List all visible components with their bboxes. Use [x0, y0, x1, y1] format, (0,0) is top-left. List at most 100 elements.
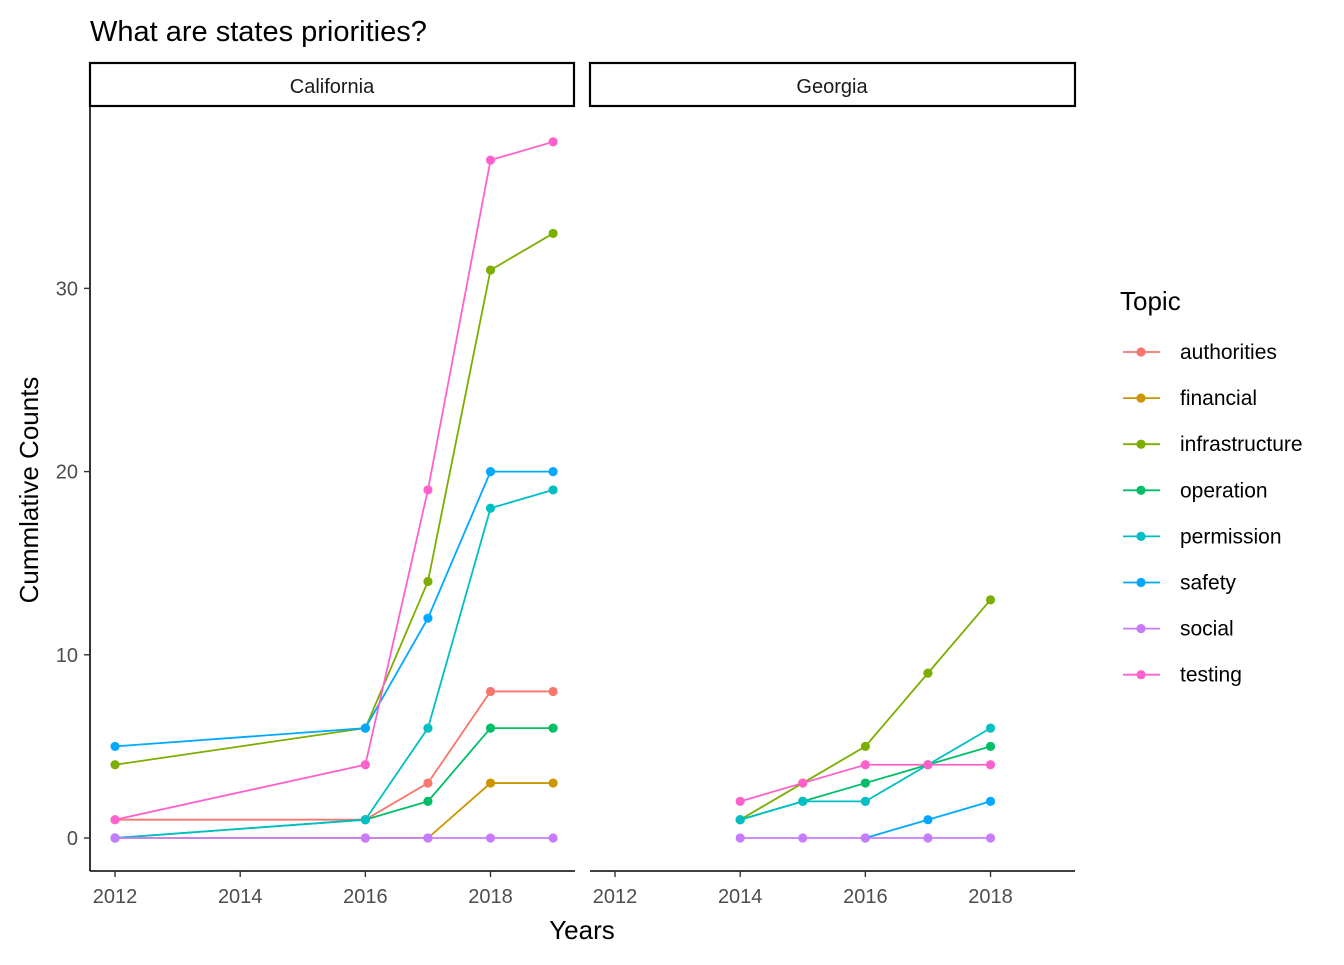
legend-item-operation: operation — [1123, 479, 1268, 502]
x-tick-label-georgia-2012: 2012 — [593, 886, 638, 908]
point-california-operation-2018 — [485, 723, 496, 733]
legend-title: Topic — [1120, 286, 1181, 316]
point-georgia-safety-2018 — [985, 796, 996, 806]
legend-item-testing: testing — [1123, 664, 1242, 687]
legend-label-permission: permission — [1180, 525, 1282, 548]
point-california-safety-2012 — [110, 741, 120, 752]
point-california-safety-2017 — [423, 613, 433, 623]
y-tick-label-30: 30 — [56, 278, 78, 300]
legend-label-safety: safety — [1180, 572, 1237, 595]
x-tick-label-georgia-2016: 2016 — [843, 886, 888, 908]
point-california-authorities-2018 — [485, 686, 496, 697]
point-california-safety-2016 — [360, 723, 370, 733]
strip-georgia — [588, 61, 1077, 108]
chart-title: What are states priorities? — [90, 16, 427, 48]
x-tick-label-california-2012: 2012 — [93, 886, 138, 908]
strip-label-georgia: Georgia — [796, 76, 868, 98]
point-california-authorities-2019 — [548, 686, 558, 697]
x-tick-label-georgia-2018: 2018 — [968, 886, 1013, 908]
legend-point-permission — [1136, 531, 1146, 542]
legend-point-infrastructure — [1136, 439, 1146, 449]
legend-item-infrastructure: infrastructure — [1123, 433, 1303, 456]
point-california-testing-2012 — [110, 815, 120, 825]
y-axis-label: Cummlative Counts — [14, 377, 44, 604]
legend-items: authorities financial infrastructure operat… — [1123, 341, 1303, 687]
legend-item-social: social — [1123, 618, 1234, 641]
point-georgia-permission-2014 — [735, 815, 745, 825]
point-georgia-permission-2018 — [985, 723, 996, 733]
y-tick-label-10: 10 — [56, 645, 78, 667]
x-tick-label-california-2014: 2014 — [218, 886, 263, 908]
point-california-permission-2016 — [360, 815, 370, 825]
x-tick-label-california-2018: 2018 — [468, 886, 513, 908]
point-georgia-safety-2017 — [923, 815, 933, 825]
point-georgia-testing-2017 — [923, 760, 933, 770]
point-georgia-social-2017 — [923, 833, 933, 843]
point-georgia-social-2015 — [798, 833, 808, 843]
point-georgia-infrastructure-2016 — [860, 741, 870, 752]
legend-label-testing: testing — [1180, 664, 1242, 687]
legend-point-safety — [1136, 577, 1146, 588]
point-california-infrastructure-2019 — [548, 228, 558, 239]
legend-label-infrastructure: infrastructure — [1180, 433, 1303, 456]
point-california-social-2016 — [360, 833, 370, 843]
series-line-california-safety — [114, 470, 554, 748]
point-georgia-social-2018 — [985, 833, 996, 843]
x-tick-label-california-2016: 2016 — [343, 886, 388, 908]
point-california-social-2018 — [485, 833, 496, 843]
point-california-infrastructure-2017 — [423, 576, 433, 587]
point-georgia-infrastructure-2018 — [985, 595, 996, 605]
strip-california — [88, 61, 576, 108]
point-georgia-testing-2016 — [860, 760, 870, 770]
point-georgia-testing-2014 — [735, 796, 745, 806]
point-georgia-testing-2018 — [985, 760, 996, 770]
legend-point-authorities — [1136, 347, 1146, 357]
point-california-social-2012 — [110, 833, 120, 843]
point-california-operation-2019 — [548, 723, 558, 733]
point-california-financial-2019 — [548, 778, 558, 788]
point-california-permission-2018 — [485, 503, 496, 513]
plot-area-california: 2012 2014 2016 2018 — [89, 107, 575, 908]
legend-point-financial — [1136, 393, 1146, 403]
x-tick-label-georgia-2014: 2014 — [718, 886, 763, 908]
legend-label-authorities: authorities — [1180, 341, 1277, 364]
point-california-infrastructure-2012 — [110, 760, 120, 770]
point-georgia-permission-2016 — [860, 796, 870, 806]
legend-label-operation: operation — [1180, 479, 1268, 502]
panel-california: California 2012 2014 2016 2018 — [88, 61, 576, 908]
point-california-financial-2018 — [485, 778, 496, 788]
point-california-testing-2017 — [423, 485, 433, 495]
legend: Topic authorities financial infrastructure… — [1120, 286, 1303, 687]
legend-label-social: social — [1180, 618, 1234, 641]
point-california-social-2019 — [548, 833, 558, 843]
legend-point-operation — [1136, 485, 1146, 495]
y-tick-label-0: 0 — [67, 828, 78, 850]
point-california-authorities-2017 — [423, 778, 433, 788]
point-georgia-infrastructure-2017 — [923, 668, 933, 678]
plot-area-georgia: 2012 2014 2016 2018 — [590, 595, 1075, 908]
point-georgia-operation-2016 — [860, 778, 870, 788]
legend-item-authorities: authorities — [1123, 341, 1277, 364]
point-california-operation-2017 — [423, 796, 433, 806]
legend-point-social — [1136, 624, 1146, 634]
point-georgia-operation-2018 — [985, 741, 996, 752]
strip-label-california: California — [290, 76, 375, 98]
x-axis-label: Years — [549, 915, 615, 945]
point-california-permission-2019 — [548, 485, 558, 495]
point-california-testing-2018 — [485, 155, 496, 165]
legend-point-testing — [1136, 670, 1146, 680]
y-axis: 0 10 20 30 — [56, 278, 90, 850]
legend-label-financial: financial — [1180, 387, 1257, 410]
point-california-infrastructure-2018 — [485, 265, 496, 275]
point-california-social-2017 — [423, 833, 433, 843]
legend-item-permission: permission — [1123, 525, 1282, 548]
series-line-california-financial — [115, 782, 554, 839]
point-california-testing-2019 — [548, 137, 558, 147]
point-california-testing-2016 — [360, 760, 370, 770]
series-line-california-infrastructure — [114, 232, 554, 766]
panel-georgia: Georgia 2012 2014 2016 2018 — [588, 61, 1077, 908]
point-california-safety-2019 — [548, 466, 558, 477]
legend-item-safety: safety — [1123, 572, 1237, 595]
point-georgia-permission-2015 — [798, 796, 808, 806]
